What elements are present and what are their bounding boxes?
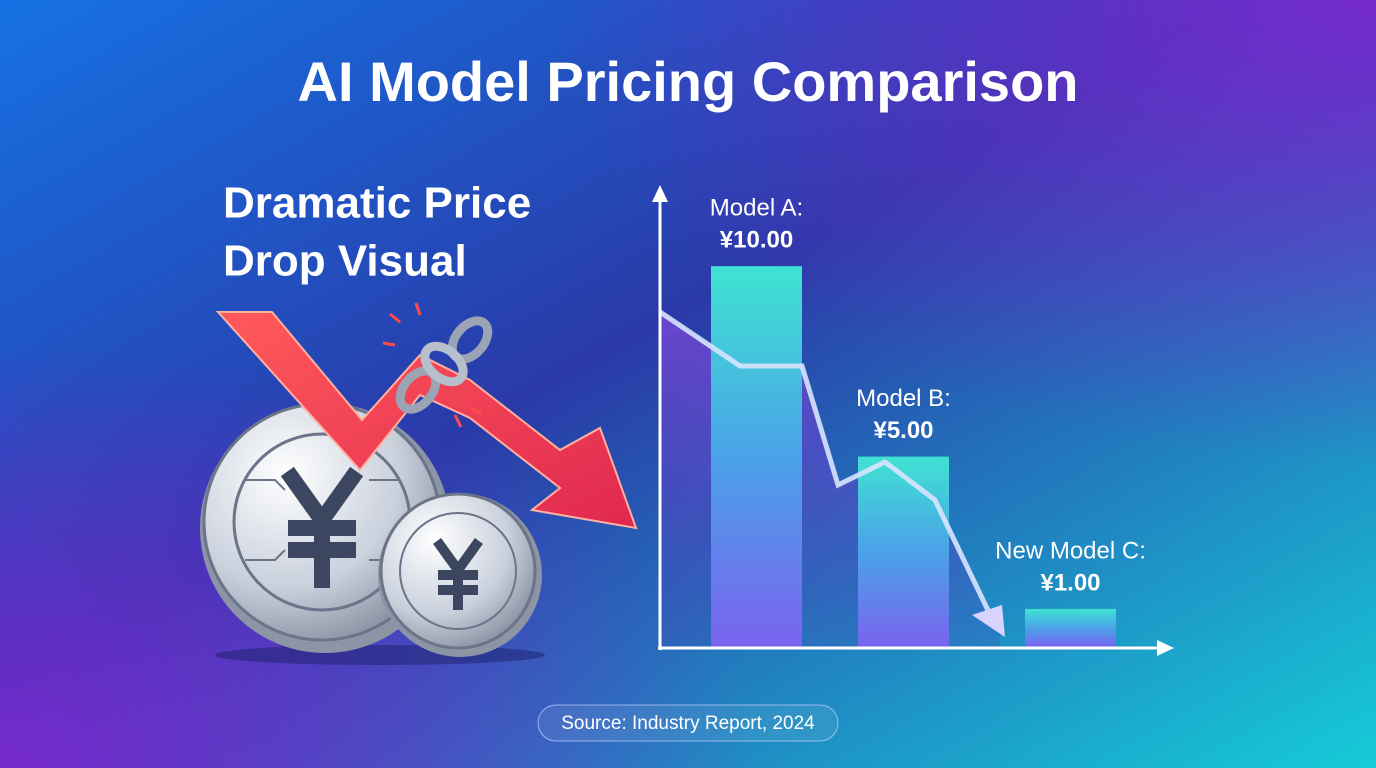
bar xyxy=(858,456,949,647)
bars xyxy=(711,266,1116,647)
bar xyxy=(1025,608,1116,647)
bar xyxy=(711,266,802,647)
source: Source: Industry Report, 2024 xyxy=(561,713,815,734)
category-label: Model B: xyxy=(856,385,951,412)
value-label: ¥5.00 xyxy=(873,417,933,444)
source-pill xyxy=(537,704,839,742)
subtitle: Drop Visual xyxy=(223,237,467,286)
trend-arrowhead xyxy=(972,605,1005,637)
subtitle: Dramatic Price xyxy=(223,179,531,228)
value-label: ¥10.00 xyxy=(720,227,793,254)
illustration xyxy=(200,302,638,665)
value-label: ¥1.00 xyxy=(1040,569,1100,596)
trend-line xyxy=(658,309,998,627)
category-label: Model A: xyxy=(710,195,803,222)
axis-arrow xyxy=(1157,640,1174,656)
chart-title: AI Model Pricing Comparison xyxy=(298,50,1079,113)
category-label: New Model C: xyxy=(995,537,1146,564)
axis-arrow xyxy=(652,185,668,202)
